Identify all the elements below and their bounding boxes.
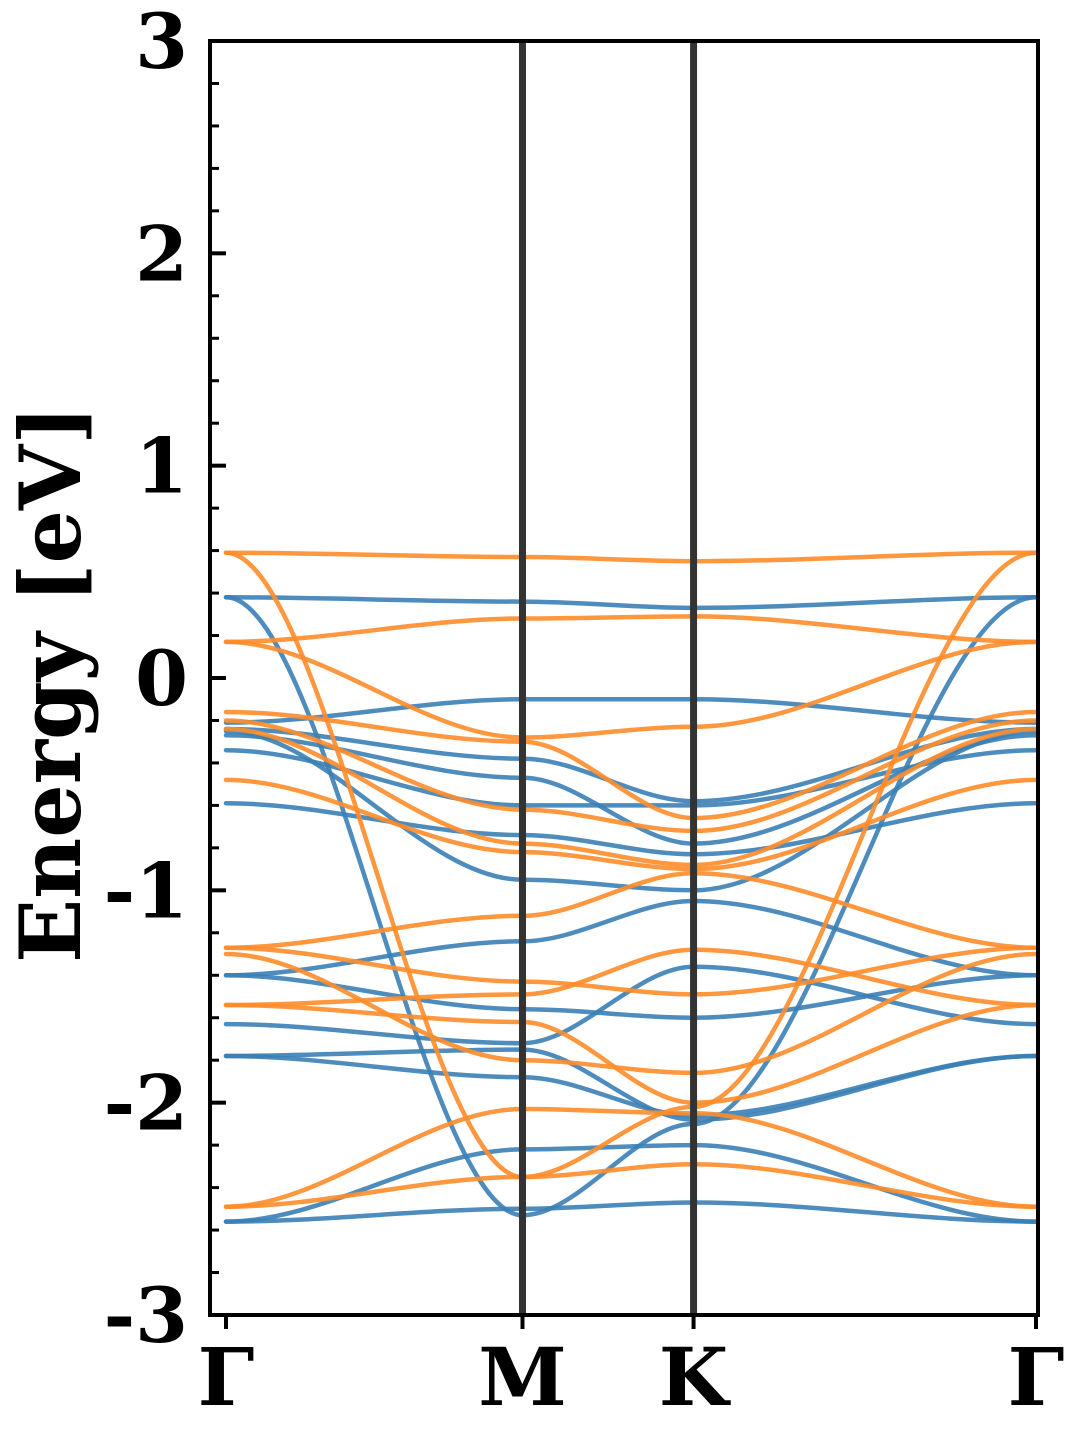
band-line-2 bbox=[223, 696, 1038, 725]
band-line-29 bbox=[223, 1161, 1038, 1209]
y-tick-label: -1 bbox=[104, 846, 188, 935]
bands-layer bbox=[223, 550, 1038, 1224]
band-line-1 bbox=[223, 595, 1038, 611]
band-line-28 bbox=[223, 1106, 1038, 1209]
band-line-22 bbox=[223, 777, 1038, 872]
band-line-9 bbox=[223, 973, 1038, 1020]
y-tick-label: -3 bbox=[104, 1271, 188, 1360]
band-line-3 bbox=[223, 726, 1038, 804]
y-tick-labels: 3 2 1 0 -1 -2 -3 bbox=[104, 0, 188, 1360]
y-tick-label: 1 bbox=[135, 422, 188, 511]
band-line-10 bbox=[223, 964, 1038, 1046]
x-tick-label: M bbox=[478, 1330, 567, 1424]
band-line-24 bbox=[223, 945, 1038, 997]
band-line-16 bbox=[223, 550, 1038, 564]
band-line-8 bbox=[223, 898, 1038, 978]
band-line-13 bbox=[223, 1142, 1038, 1224]
band-line-11 bbox=[223, 1047, 1038, 1122]
band-line-25 bbox=[223, 947, 1038, 1008]
band-line-23 bbox=[223, 871, 1038, 950]
x-tick-label: K bbox=[659, 1330, 731, 1424]
x-tick-label: Γ bbox=[198, 1330, 255, 1424]
band-line-17 bbox=[223, 614, 1038, 645]
high-symmetry-lines bbox=[518, 41, 698, 1315]
band-line-30 bbox=[223, 550, 1038, 1180]
y-tick-label: -2 bbox=[104, 1059, 188, 1148]
axis-ticks bbox=[210, 39, 1038, 1329]
band-line-26 bbox=[223, 1002, 1038, 1105]
plot-frame bbox=[208, 39, 1040, 1317]
band-line-20 bbox=[223, 718, 1038, 834]
band-line-18 bbox=[223, 639, 1038, 740]
band-line-5 bbox=[223, 747, 1038, 808]
band-line-21 bbox=[223, 726, 1038, 868]
band-line-15 bbox=[223, 595, 1038, 1218]
band-line-19 bbox=[223, 709, 1038, 821]
y-axis-label: Energy [eV] bbox=[1, 405, 100, 963]
band-line-7 bbox=[223, 728, 1038, 893]
x-tick-label: Γ bbox=[1008, 1330, 1065, 1424]
y-tick-label: 2 bbox=[135, 209, 188, 298]
band-line-27 bbox=[223, 951, 1038, 1076]
y-tick-label: 0 bbox=[135, 634, 188, 723]
band-line-12 bbox=[223, 1053, 1038, 1118]
band-line-14 bbox=[223, 1200, 1038, 1224]
y-tick-label: 3 bbox=[135, 0, 188, 86]
